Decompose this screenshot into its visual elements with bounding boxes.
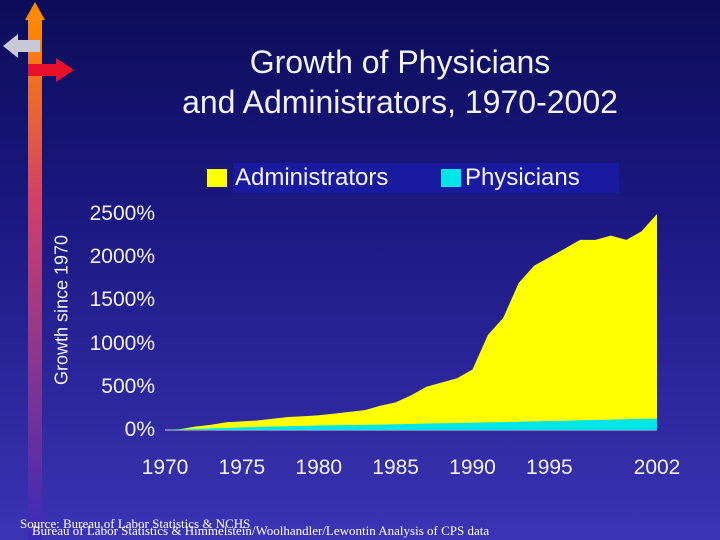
- x-tick-label: 2002: [633, 456, 681, 479]
- y-tick-label: 500%: [101, 374, 155, 398]
- legend-label-administrators: Administrators: [235, 164, 389, 191]
- legend-item-administrators: Administrators: [207, 163, 388, 193]
- x-tick-label: 1985: [372, 456, 419, 479]
- y-tick-label: 2500%: [89, 202, 155, 225]
- chart-title-line-1: Growth of Physicians: [249, 44, 551, 80]
- y-tick-label: 1000%: [89, 331, 155, 355]
- source-line-1: Source: Bureau of Labor Statistics & NCH…: [20, 516, 251, 531]
- y-tick-label: 1500%: [89, 288, 155, 312]
- legend-swatch-administrators: [207, 169, 227, 187]
- x-tick-label: 1990: [449, 456, 496, 479]
- right-arrow-icon: [28, 58, 74, 82]
- chart-title-line-2: and Administrators, 1970-2002: [182, 84, 618, 120]
- legend: Administrators Physicians: [207, 163, 619, 193]
- y-tick-label: 0%: [124, 418, 155, 441]
- area-administrators: [165, 214, 657, 430]
- legend-label-physicians: Physicians: [465, 164, 580, 191]
- area-physicians: [165, 418, 657, 430]
- up-arrow-icon: [25, 2, 45, 20]
- legend-swatch-physicians: [441, 169, 461, 187]
- x-tick-label: 1975: [218, 456, 266, 479]
- x-tick-label: 1995: [526, 456, 573, 479]
- source-line-2: Bureau of Labor Statistics & Himmelstein…: [32, 523, 490, 538]
- accent-bar: [28, 18, 42, 540]
- legend-item-physicians: Physicians: [441, 163, 580, 193]
- chart-title: Growth of Physicians and Administrators,…: [90, 42, 710, 122]
- y-tick-label: 2000%: [89, 245, 155, 269]
- x-tick-label: 1980: [295, 456, 343, 479]
- source-note: Source: Bureau of Labor Statistics & NCH…: [20, 516, 489, 538]
- x-tick-label: 1970: [141, 456, 189, 479]
- left-arrow-icon: [3, 34, 40, 58]
